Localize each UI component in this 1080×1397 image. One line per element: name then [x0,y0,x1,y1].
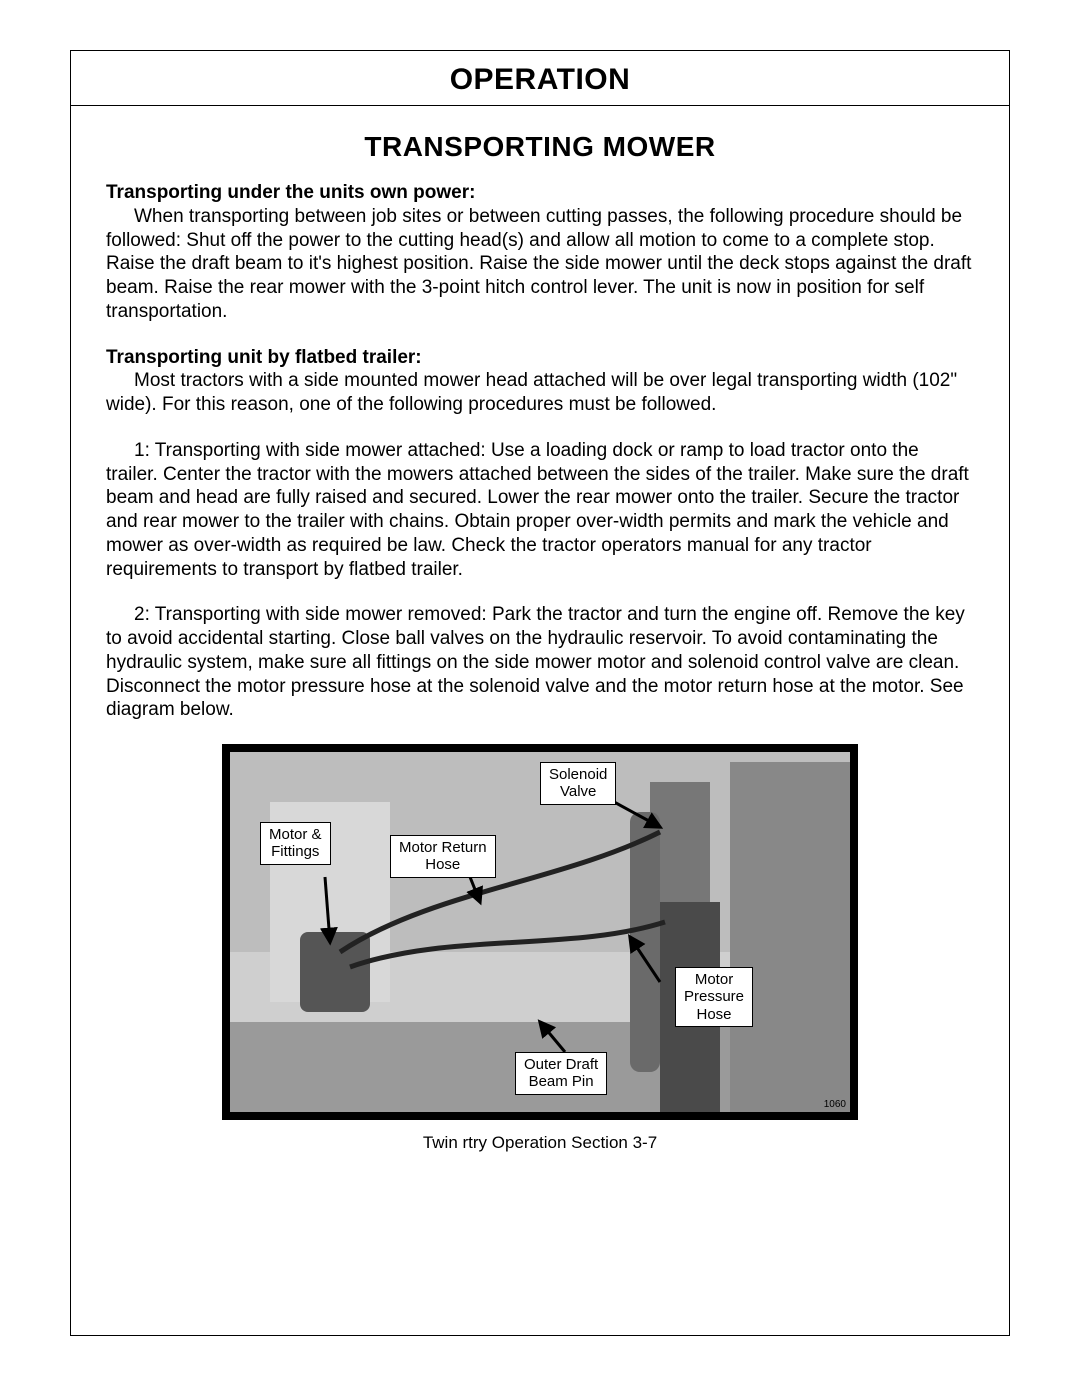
hydraulic-diagram: SolenoidValve Motor &Fittings Motor Retu… [222,744,858,1120]
section-title: TRANSPORTING MOWER [106,131,974,163]
section2-item2: 2: Transporting with side mower removed:… [106,603,974,722]
label-motor-fittings: Motor &Fittings [260,822,331,865]
page-footer: Twin rtry Operation Section 3-7 [106,1133,974,1153]
header-box: OPERATION [70,50,1010,106]
content-box: TRANSPORTING MOWER Transporting under th… [70,106,1010,1336]
section2-item1: 1: Transporting with side mower attached… [106,439,974,582]
section1-heading: Transporting under the units own power: [106,182,475,203]
section1: Transporting under the units own power: … [106,181,974,324]
section2-body: Most tractors with a side mounted mower … [106,369,974,417]
label-solenoid-valve: SolenoidValve [540,762,616,805]
section2-intro: Transporting unit by flatbed trailer: Mo… [106,346,974,417]
label-motor-return-hose: Motor ReturnHose [390,835,496,878]
manual-page: OPERATION TRANSPORTING MOWER Transportin… [0,0,1080,1397]
label-motor-pressure-hose: MotorPressureHose [675,967,753,1027]
section2-heading: Transporting unit by flatbed trailer: [106,347,422,368]
page-title: OPERATION [71,63,1009,97]
diagram-id: 1060 [824,1099,846,1110]
label-outer-draft-beam-pin: Outer DraftBeam Pin [515,1052,607,1095]
section1-body: When transporting between job sites or b… [106,205,974,324]
diagram-container: SolenoidValve Motor &Fittings Motor Retu… [106,744,974,1125]
